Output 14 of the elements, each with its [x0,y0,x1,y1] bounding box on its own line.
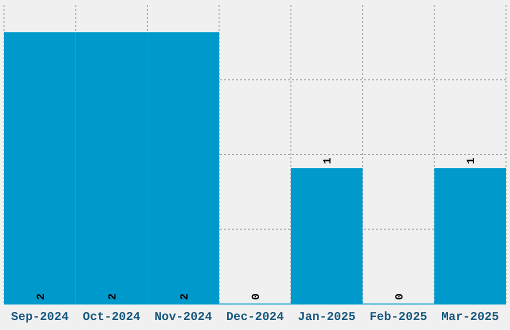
data-label: 2 [108,293,120,300]
x-tick-label: Jan-2025 [298,310,356,324]
x-tick-label: Oct-2024 [82,310,140,324]
x-tick-label: Sep-2024 [11,310,69,324]
x-tick-label: Dec-2024 [226,310,284,324]
x-tick-label: Mar-2025 [441,310,499,324]
data-label: 0 [394,293,406,300]
data-label: 2 [36,293,48,300]
x-tick-label: Feb-2025 [370,310,428,324]
data-label: 1 [466,157,478,164]
data-label: 2 [179,293,192,300]
data-label: 0 [251,293,263,300]
x-tick-label: Nov-2024 [154,310,212,324]
data-label: 1 [322,157,335,164]
